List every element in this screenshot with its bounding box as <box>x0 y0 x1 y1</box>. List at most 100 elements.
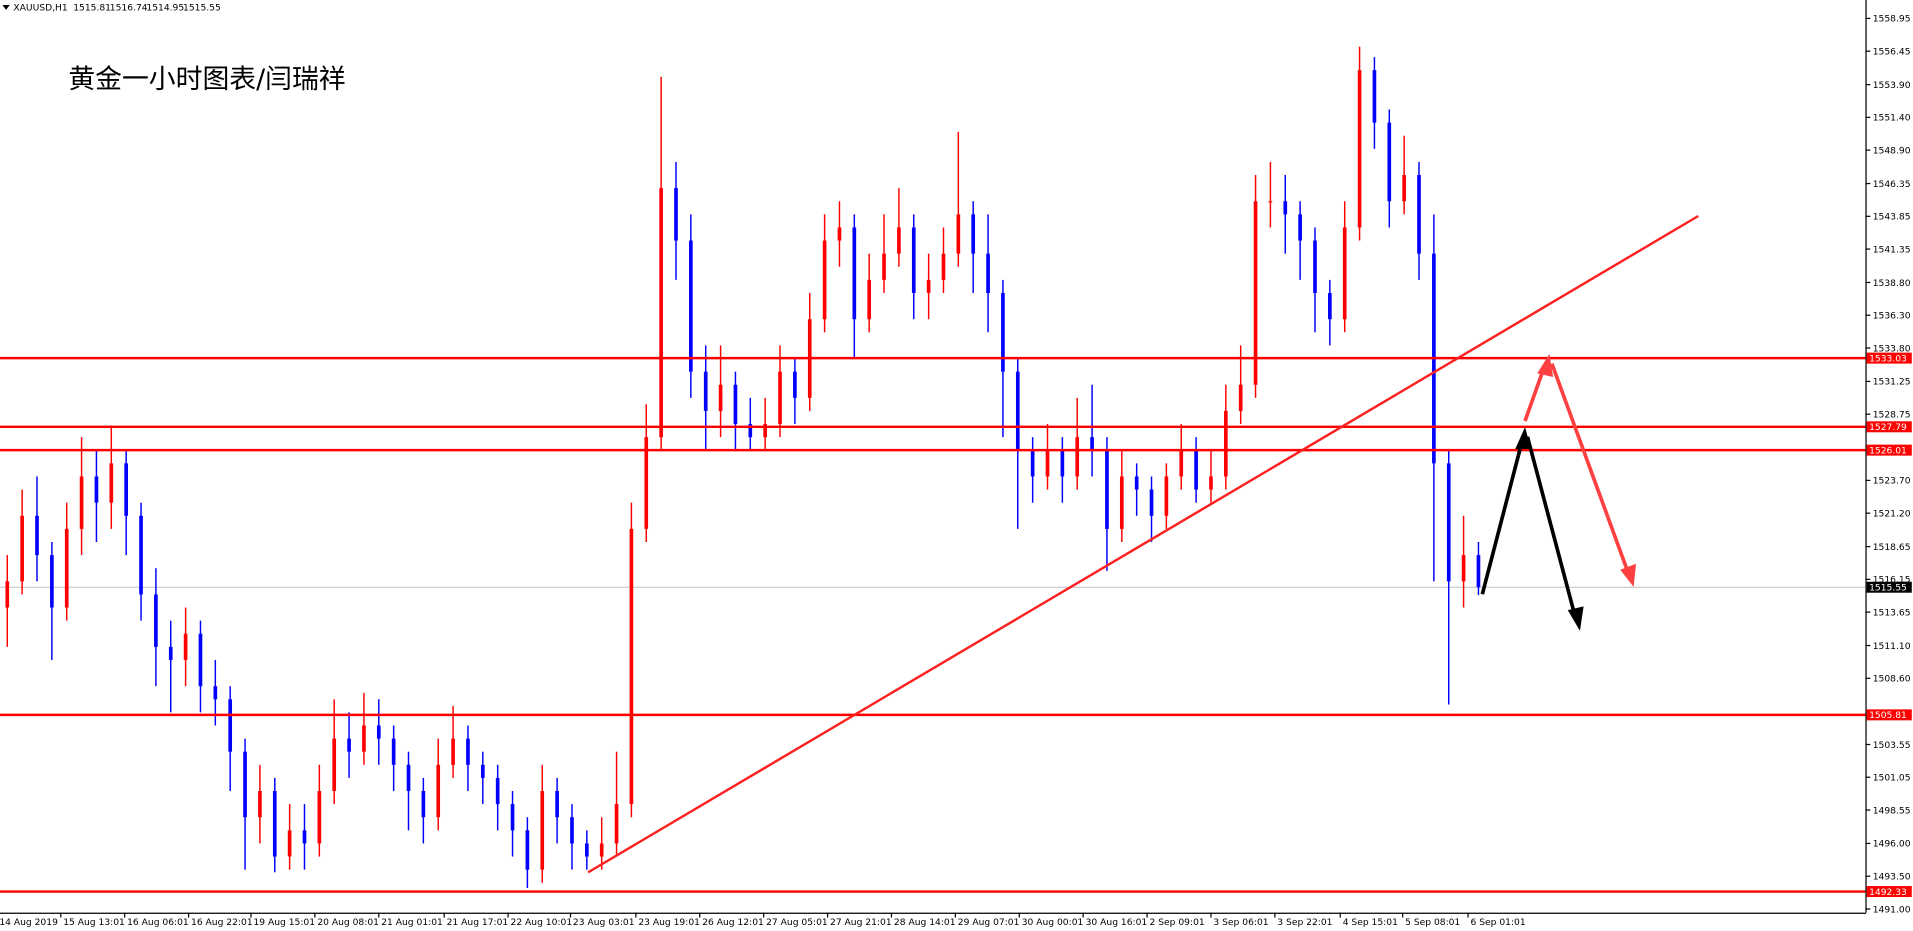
candle-body <box>1223 410 1228 477</box>
candle-body <box>674 188 678 241</box>
y-tick-label: 1543.85 <box>1873 213 1911 223</box>
x-tick-label: 23 Aug 19:01 <box>638 918 700 928</box>
candle-body <box>986 253 990 293</box>
candle-body <box>1357 70 1362 228</box>
y-tick-label: 1493.50 <box>1873 872 1911 882</box>
level-label: 1526.01 <box>1869 446 1907 456</box>
quote-high: 1516.74 <box>110 3 148 13</box>
candle-body <box>451 738 455 765</box>
x-tick-label: 3 Sep 06:01 <box>1213 918 1268 928</box>
x-tick-label: 30 Aug 16:01 <box>1086 918 1148 928</box>
y-tick-label: 1548.90 <box>1873 146 1911 156</box>
menu-triangle[interactable] <box>2 4 10 10</box>
candle-body <box>198 633 203 687</box>
candle-body <box>64 528 69 608</box>
candle-body <box>689 240 693 372</box>
candle-body <box>183 633 188 660</box>
candle-body <box>852 227 857 320</box>
candle-body <box>436 764 441 818</box>
arrow-down-red <box>1550 363 1630 572</box>
candle-body <box>718 384 723 411</box>
candle-body <box>243 751 247 818</box>
candle-body <box>1015 371 1020 451</box>
candle-body <box>109 463 114 503</box>
x-tick-label: 30 Aug 00:01 <box>1022 918 1084 928</box>
y-tick-label: 1491.00 <box>1873 905 1911 915</box>
candle-body <box>347 738 351 752</box>
y-tick-label: 1523.70 <box>1873 477 1911 487</box>
level-label-box <box>1866 709 1912 721</box>
candle-body <box>1446 463 1451 582</box>
x-tick-label: 14 Aug 2019 <box>0 918 58 928</box>
candle-body <box>1476 555 1481 588</box>
candle-body <box>882 253 886 280</box>
candle-body <box>1075 437 1080 477</box>
x-tick-label: 6 Sep 01:01 <box>1470 918 1525 928</box>
y-tick-label: 1516.15 <box>1873 576 1911 586</box>
y-tick-label: 1533.80 <box>1873 344 1911 354</box>
candle-body <box>644 437 649 529</box>
candle-body <box>1387 122 1392 202</box>
candle-body <box>213 686 218 700</box>
candle-body <box>570 817 574 844</box>
candle-body <box>139 515 143 595</box>
candle-body <box>50 555 54 608</box>
candle-body <box>228 699 233 752</box>
arrow-up-black <box>1480 438 1525 595</box>
x-tick-label: 22 Aug 10:01 <box>511 918 573 928</box>
last-price-label: 1515.55 <box>1869 584 1907 594</box>
candle-body <box>1105 450 1109 529</box>
candle-body <box>971 214 976 254</box>
candle-body <box>1313 240 1317 293</box>
y-tick-label: 1528.75 <box>1873 411 1911 421</box>
candle-body <box>1417 175 1421 254</box>
y-tick-label: 1553.90 <box>1873 81 1911 91</box>
x-tick-label: 21 Aug 17:01 <box>447 918 509 928</box>
y-tick-label: 1511.10 <box>1873 642 1911 652</box>
x-tick-label: 23 Aug 03:01 <box>573 918 635 928</box>
quote-open: 1515.81 <box>73 3 111 13</box>
quote-close: 1515.55 <box>183 3 221 13</box>
x-tick-label: 16 Aug 22:01 <box>191 918 253 928</box>
candle-body <box>1253 201 1258 385</box>
candle-body <box>733 384 738 425</box>
candle-body <box>1283 201 1288 215</box>
candle-body <box>1179 450 1184 477</box>
candle-body <box>1030 450 1035 477</box>
candle-body <box>1372 70 1377 123</box>
candle-body <box>35 515 39 556</box>
y-tick-label: 1536.30 <box>1873 312 1911 322</box>
candle-body <box>168 646 173 660</box>
x-tick-label: 19 Aug 15:01 <box>253 918 315 928</box>
candle-body <box>20 515 24 582</box>
y-tick-label: 1551.40 <box>1873 114 1911 124</box>
y-tick-label: 1556.45 <box>1873 47 1911 57</box>
x-tick-label: 26 Aug 12:01 <box>702 918 764 928</box>
symbol: XAUUSD,H1 <box>13 3 67 13</box>
level-label: 1533.03 <box>1869 354 1907 364</box>
candle-body <box>763 424 767 438</box>
arrow-head <box>1537 353 1554 378</box>
candle-body <box>1045 450 1050 477</box>
arrow-head <box>1567 606 1584 631</box>
x-tick-label: 5 Sep 08:01 <box>1405 918 1460 928</box>
x-tick-label: 21 Aug 01:01 <box>381 918 443 928</box>
candle-body <box>1119 476 1124 529</box>
candle-body <box>376 725 381 739</box>
candle-body <box>703 371 708 411</box>
candle-body <box>124 463 128 516</box>
candle-body <box>1461 555 1466 582</box>
x-tick-label: 20 Aug 08:01 <box>317 918 379 928</box>
y-tick-label: 1498.55 <box>1873 806 1911 816</box>
y-tick-label: 1508.60 <box>1873 675 1911 685</box>
candle-body <box>94 476 99 503</box>
plot-area <box>0 46 1866 893</box>
candle-body <box>911 227 916 293</box>
y-tick-label: 1531.25 <box>1873 378 1911 388</box>
drawings <box>587 214 1699 874</box>
y-tick-label: 1558.95 <box>1873 15 1911 25</box>
candle-body <box>555 791 559 818</box>
y-tick-label: 1538.80 <box>1873 279 1911 289</box>
y-tick-label: 1503.55 <box>1873 741 1911 751</box>
